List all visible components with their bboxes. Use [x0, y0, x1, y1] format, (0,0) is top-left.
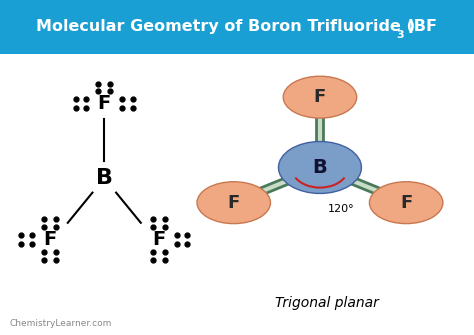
Text: F: F [314, 88, 326, 106]
Text: F: F [228, 194, 240, 212]
Text: ChemistryLearner.com: ChemistryLearner.com [9, 319, 112, 328]
FancyBboxPatch shape [0, 0, 474, 54]
Text: F: F [152, 230, 165, 249]
Ellipse shape [279, 141, 362, 194]
Text: Molecular Geometry of Boron Trifluoride (BF: Molecular Geometry of Boron Trifluoride … [36, 19, 438, 34]
Text: ): ) [408, 19, 415, 34]
Text: B: B [312, 158, 328, 177]
Text: F: F [43, 230, 56, 249]
Text: F: F [400, 194, 412, 212]
Text: B: B [96, 168, 113, 188]
Text: 3: 3 [397, 30, 404, 40]
Text: F: F [98, 94, 111, 113]
Ellipse shape [369, 182, 443, 224]
Text: 120°: 120° [328, 204, 355, 214]
Ellipse shape [197, 182, 271, 224]
Ellipse shape [283, 76, 357, 118]
Text: Trigonal planar: Trigonal planar [275, 296, 379, 310]
